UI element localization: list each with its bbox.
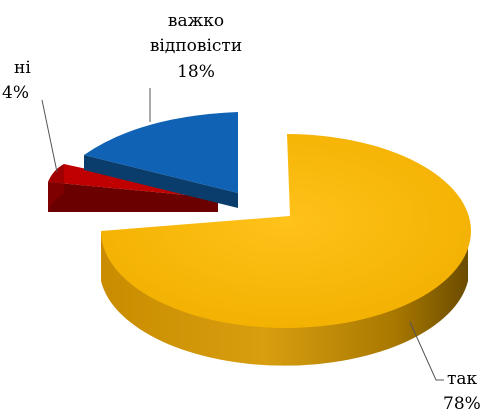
pie-slice-ni-front bbox=[48, 182, 218, 212]
value-label-ni: 4% bbox=[2, 83, 29, 103]
value-label-vazhko: 18% bbox=[177, 62, 215, 82]
label-ni: ні bbox=[14, 58, 31, 78]
leader-line-tak bbox=[409, 321, 444, 381]
pie-slice-ni-side bbox=[48, 164, 64, 212]
label-tak: так bbox=[447, 369, 478, 389]
pie-slice-vazhko-side bbox=[84, 155, 238, 208]
pie-slice-vazhko bbox=[84, 112, 238, 208]
value-label-tak: 78% bbox=[443, 394, 481, 414]
label-vazhko-line2: відповісти bbox=[150, 36, 242, 56]
pie-slice-tak-top bbox=[101, 134, 471, 328]
pie-slice-vazhko-top bbox=[84, 112, 238, 193]
pie-slice-tak bbox=[101, 134, 471, 366]
label-vazhko-line1: важко bbox=[168, 11, 224, 31]
leader-line-ni bbox=[41, 99, 58, 173]
pie-slice-tak-side bbox=[101, 231, 468, 366]
